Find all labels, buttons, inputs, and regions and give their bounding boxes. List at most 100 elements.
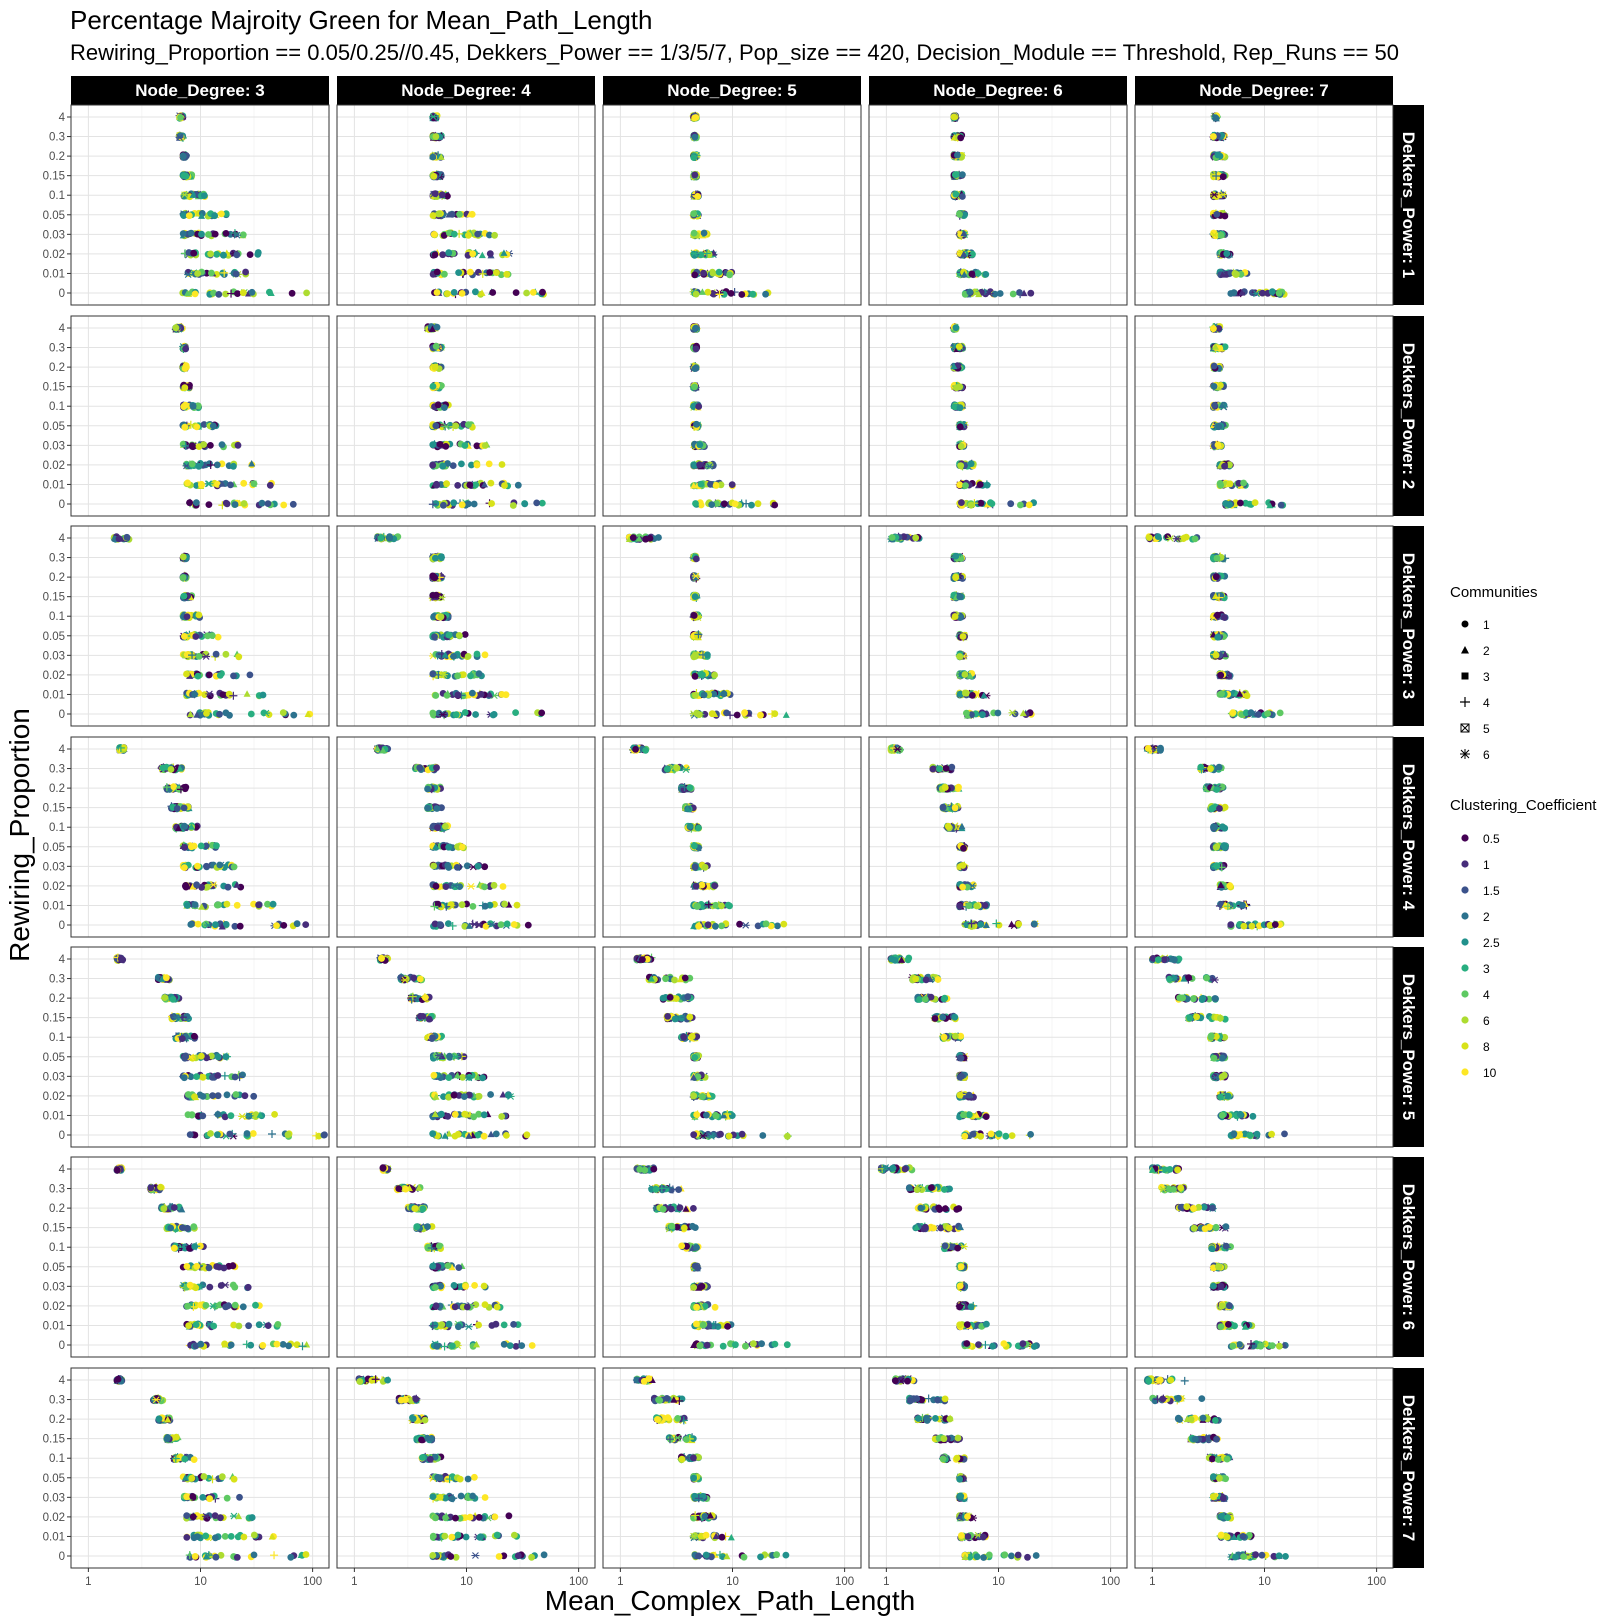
data-point [474, 862, 482, 870]
data-point [695, 922, 702, 930]
data-point [234, 290, 241, 297]
y-tick-label: 0.3 [49, 1184, 65, 1196]
y-tick-label: 0.2 [49, 151, 65, 163]
data-point [478, 251, 486, 259]
data-point [673, 764, 681, 772]
data-point [712, 482, 720, 489]
y-tick-label: 0 [59, 1130, 65, 1142]
y-tick-label: 0.15 [43, 1013, 65, 1025]
data-point [280, 922, 288, 929]
data-point [721, 500, 728, 508]
data-point [211, 212, 219, 220]
data-point [1264, 710, 1272, 717]
data-point [960, 250, 968, 258]
data-point [187, 921, 195, 928]
data-point [442, 443, 450, 450]
facet-panel [1134, 104, 1394, 306]
data-point [691, 271, 699, 279]
data-point [432, 591, 440, 599]
data-point [222, 650, 230, 658]
data-point [691, 593, 699, 600]
facet-grid: Node_Degree: 3 Node_Degree: 4 Node_Degree:… [43, 76, 1424, 1588]
data-point [696, 461, 704, 469]
data-point [952, 190, 960, 198]
data-point [181, 441, 190, 450]
data-point [436, 441, 444, 448]
facet-panel [1134, 525, 1394, 727]
facet-row-label: Dekkers_Power: 4 [1399, 764, 1418, 911]
data-point [431, 574, 439, 582]
data-point [488, 500, 495, 507]
data-point [198, 230, 205, 238]
data-point [1191, 535, 1199, 543]
y-tick-label: 0.03 [43, 229, 65, 241]
y-tick-label: 0.1 [49, 1032, 65, 1044]
facet-row-strip [1393, 105, 1424, 305]
data-point [1027, 289, 1035, 297]
data-point [696, 441, 704, 449]
data-point [216, 672, 224, 679]
data-point [690, 612, 698, 619]
data-point [184, 268, 192, 276]
data-point [481, 651, 489, 659]
data-point [191, 901, 199, 908]
data-point [430, 172, 438, 180]
data-point [205, 501, 213, 508]
data-point [709, 269, 717, 277]
data-point [437, 553, 445, 561]
data-point [264, 500, 272, 507]
data-point [695, 824, 702, 832]
y-tick-label: 0.15 [43, 1223, 65, 1235]
y-tick-label: 4 [59, 533, 66, 545]
data-point [1020, 289, 1028, 297]
data-point [1214, 151, 1222, 159]
data-point [473, 650, 481, 658]
facet-row-label: Dekkers_Power: 6 [1399, 1184, 1418, 1330]
facet-col-strip [1135, 76, 1393, 105]
facet-col-label: Node_Degree: 3 [135, 81, 264, 100]
data-point [431, 363, 439, 371]
facet-panel [70, 1367, 330, 1569]
data-point [439, 251, 447, 259]
facet-col-strip [337, 76, 595, 105]
data-point [179, 553, 187, 561]
data-point [1214, 441, 1222, 449]
data-point [956, 423, 964, 431]
data-point [695, 711, 703, 718]
facet-panel [336, 104, 596, 306]
data-point [433, 481, 441, 489]
data-point [232, 270, 240, 278]
x-tick-label: 10 [460, 1576, 473, 1588]
data-point [960, 229, 968, 237]
data-point [429, 709, 437, 717]
data-point [452, 711, 460, 719]
data-point [205, 231, 212, 238]
data-point [475, 670, 483, 677]
y-tick-label: 0.03 [43, 861, 65, 873]
y-tick-label: 0.3 [49, 974, 65, 986]
data-point [691, 383, 698, 391]
data-point [432, 133, 440, 140]
data-point [204, 632, 212, 640]
data-point [464, 653, 472, 660]
data-point [952, 324, 960, 332]
data-point [279, 709, 287, 716]
y-tick-label: 4 [59, 1164, 66, 1176]
facet-panel [868, 315, 1128, 517]
data-point [757, 711, 764, 719]
y-tick-label: 0.2 [49, 783, 65, 795]
y-tick-label: 0.3 [49, 343, 65, 355]
data-point [213, 250, 221, 258]
data-point [437, 921, 444, 928]
data-point [194, 270, 202, 277]
data-point [965, 902, 973, 910]
data-point [1011, 710, 1019, 718]
data-point [240, 500, 248, 507]
data-point [115, 535, 123, 543]
data-point [963, 709, 970, 717]
data-point [467, 672, 474, 680]
data-point [180, 804, 188, 812]
data-point [956, 902, 964, 910]
data-point [194, 920, 202, 928]
y-tick-label: 0.03 [43, 1281, 65, 1293]
